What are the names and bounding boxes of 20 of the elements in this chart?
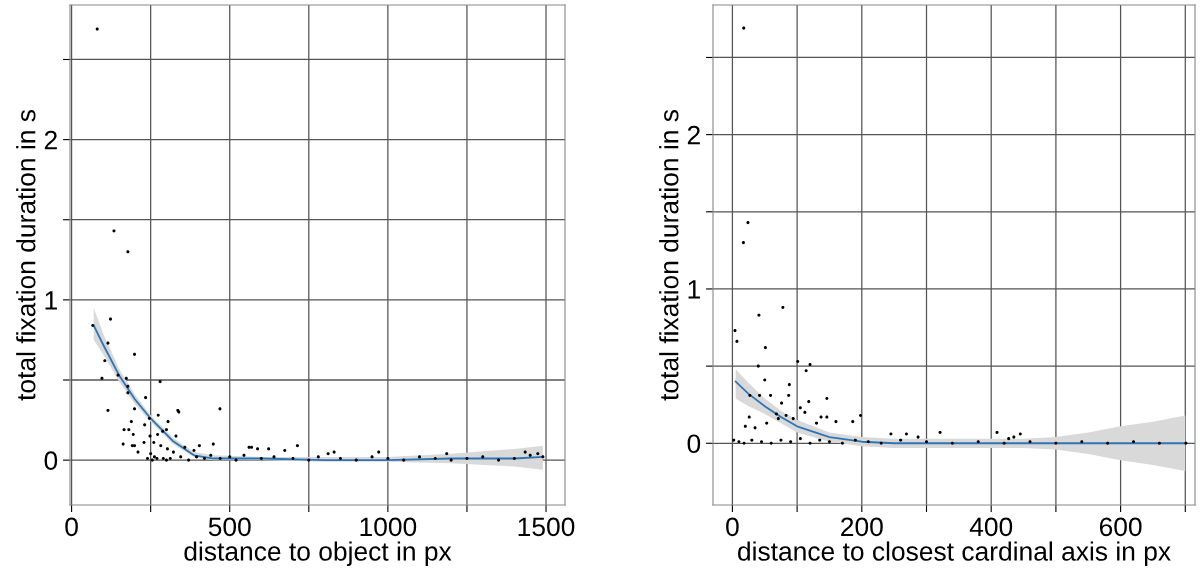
x-tick-label: 500 xyxy=(208,517,251,537)
y-tick-label: 0 xyxy=(44,451,58,470)
x-axis-title: distance to object in px xyxy=(184,541,452,566)
y-tick-label: 1 xyxy=(45,291,57,310)
x-tick-label: 400 xyxy=(969,517,1013,537)
y-tick-label: 2 xyxy=(44,130,57,150)
y-axis-title: total fixation duration in s xyxy=(659,109,679,401)
x-tick-label: 200 xyxy=(841,517,883,537)
y-tick-label: 0 xyxy=(687,434,701,454)
x-axis-title: distance to closest cardinal axis in px xyxy=(738,541,1171,566)
line-series xyxy=(92,324,544,462)
x-tick-label: 0 xyxy=(726,517,739,537)
line-series xyxy=(734,380,1187,445)
y-tick-label: 2 xyxy=(687,125,700,145)
x-tick-label: 600 xyxy=(1099,517,1142,537)
y-tick-label: 1 xyxy=(688,280,700,299)
x-tick-label: 1500 xyxy=(518,517,575,537)
x-tick-label: 0 xyxy=(65,517,78,537)
x-tick-label: 1000 xyxy=(360,517,417,537)
y-axis-title: total fixation duration in s xyxy=(16,109,36,401)
